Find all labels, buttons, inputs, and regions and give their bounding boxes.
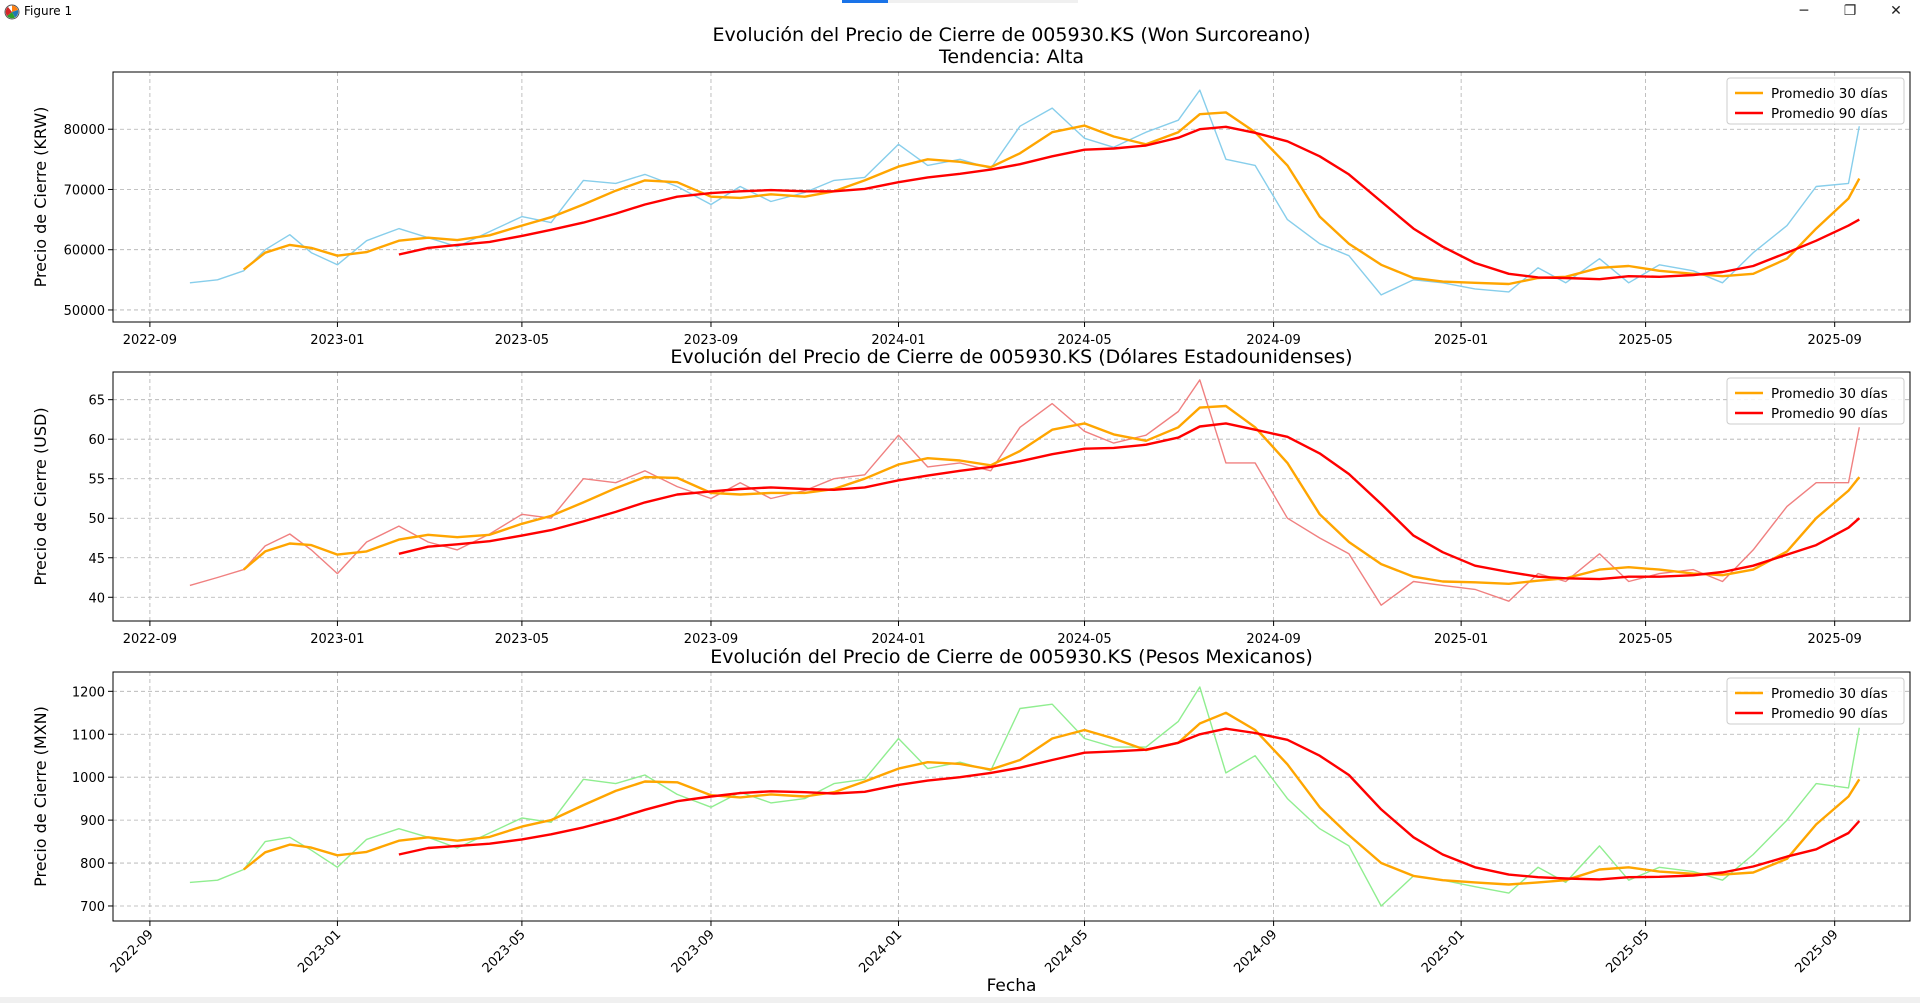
y-tick-label: 50 bbox=[88, 512, 105, 527]
series-line-ma30 bbox=[242, 711, 1861, 886]
series-line-ma30 bbox=[242, 404, 1861, 585]
legend-label-ma30: Promedio 30 días bbox=[1771, 386, 1888, 402]
x-tick-label: 2023-09 bbox=[684, 333, 738, 348]
minimize-button[interactable]: ─ bbox=[1799, 3, 1809, 19]
legend-label-ma90: Promedio 90 días bbox=[1771, 406, 1888, 422]
y-tick-label: 60000 bbox=[64, 244, 105, 259]
x-tick-label: 2024-01 bbox=[856, 927, 905, 976]
x-tick-label: 2024-09 bbox=[1246, 333, 1300, 348]
close-button[interactable]: ✕ bbox=[1890, 3, 1902, 19]
taskbar-hint bbox=[888, 0, 1078, 3]
figure-canvas: 2022-09 2023-01 2023-05 2023-09 2024-01 2024-… bbox=[31, 24, 1911, 996]
series-line-price bbox=[189, 379, 1860, 606]
x-tick-label: 2025-01 bbox=[1434, 333, 1488, 348]
x-tick-label: 2024-01 bbox=[871, 333, 925, 348]
x-tick-label: 2023-09 bbox=[669, 927, 718, 976]
x-tick-label: 2022-09 bbox=[123, 632, 177, 647]
x-tick-label: 2023-01 bbox=[295, 927, 344, 976]
x-tick-label: 2023-05 bbox=[495, 632, 549, 647]
x-tick-label: 2024-09 bbox=[1246, 632, 1300, 647]
x-tick-label: 2023-01 bbox=[310, 632, 364, 647]
matplotlib-logo-icon bbox=[4, 4, 20, 20]
axes-frame bbox=[112, 371, 1911, 622]
x-tick-label: 2025-01 bbox=[1419, 927, 1468, 976]
x-tick-label: 2025-05 bbox=[1618, 333, 1672, 348]
y-tick-label: 40 bbox=[88, 591, 105, 606]
y-tick-label: 1100 bbox=[72, 728, 105, 743]
taskbar-accent bbox=[842, 0, 888, 3]
y-tick-label: 65 bbox=[88, 394, 105, 409]
series-line-price bbox=[189, 89, 1860, 296]
chart-subtitle: Tendencia: Alta bbox=[938, 46, 1084, 68]
x-tick-label: 2025-09 bbox=[1808, 333, 1862, 348]
y-tick-label: 1200 bbox=[72, 685, 105, 700]
axes-frame bbox=[112, 71, 1911, 323]
chart-title: Evolución del Precio de Cierre de 005930… bbox=[713, 24, 1311, 46]
legend-box bbox=[1726, 677, 1905, 725]
y-tick-label: 800 bbox=[80, 857, 105, 872]
x-tick-label: 2024-05 bbox=[1057, 333, 1111, 348]
y-tick-label: 55 bbox=[88, 473, 105, 488]
x-tick-label: 2023-05 bbox=[495, 333, 549, 348]
legend: Promedio 30 días Promedio 90 días bbox=[1726, 77, 1905, 125]
y-tick-label: 50000 bbox=[64, 304, 105, 319]
y-tick-label: 70000 bbox=[64, 183, 105, 198]
series-line-ma30 bbox=[242, 111, 1861, 286]
series-line-price bbox=[189, 686, 1860, 907]
x-tick-label: 2022-09 bbox=[123, 333, 177, 348]
plot-area bbox=[113, 372, 1910, 621]
legend-box bbox=[1726, 377, 1905, 425]
legend: Promedio 30 días Promedio 90 días bbox=[1726, 377, 1905, 425]
x-tick-label: 2024-05 bbox=[1042, 927, 1091, 976]
chart-panel-3: 2022-09 2023-01 2023-05 2023-09 2024-01 2024-… bbox=[31, 646, 1911, 996]
x-tick-label: 2024-05 bbox=[1057, 632, 1111, 647]
x-tick-label: 2023-05 bbox=[480, 927, 529, 976]
x-tick-label: 2025-05 bbox=[1618, 632, 1672, 647]
y-tick-label: 700 bbox=[80, 900, 105, 915]
y-axis-label: Precio de Cierre (MXN) bbox=[31, 706, 50, 887]
y-axis-label: Precio de Cierre (USD) bbox=[31, 407, 50, 585]
y-tick-label: 45 bbox=[88, 552, 105, 567]
legend-label-ma90: Promedio 90 días bbox=[1771, 706, 1888, 722]
chart-title: Evolución del Precio de Cierre de 005930… bbox=[670, 346, 1352, 368]
chart-panel-2: 2022-09 2023-01 2023-05 2023-09 2024-01 2024-… bbox=[31, 346, 1911, 647]
y-tick-label: 900 bbox=[80, 814, 105, 829]
legend-box bbox=[1726, 77, 1905, 125]
legend-label-ma30: Promedio 30 días bbox=[1771, 686, 1888, 702]
chart-title: Evolución del Precio de Cierre de 005930… bbox=[710, 646, 1313, 668]
x-tick-label: 2023-01 bbox=[310, 333, 364, 348]
plot-area bbox=[113, 72, 1910, 322]
window-bottom-border bbox=[0, 997, 1920, 1003]
y-axis-label: Precio de Cierre (KRW) bbox=[31, 107, 50, 288]
legend: Promedio 30 días Promedio 90 días bbox=[1726, 677, 1905, 725]
window-titlebar: Figure 1 ─ ❐ ✕ bbox=[0, 0, 1920, 24]
x-tick-label: 2023-09 bbox=[684, 632, 738, 647]
chart-panel-1: 2022-09 2023-01 2023-05 2023-09 2024-01 2024-… bbox=[31, 24, 1911, 348]
window-title: Figure 1 bbox=[24, 4, 73, 18]
series-line-ma90 bbox=[398, 422, 1861, 581]
x-tick-label: 2024-09 bbox=[1231, 927, 1280, 976]
x-tick-label: 2025-09 bbox=[1792, 927, 1841, 976]
x-tick-label: 2022-09 bbox=[108, 927, 157, 976]
series-line-ma90 bbox=[398, 727, 1861, 881]
x-tick-label: 2025-01 bbox=[1434, 632, 1488, 647]
legend-label-ma90: Promedio 90 días bbox=[1771, 106, 1888, 122]
x-axis-label: Fecha bbox=[987, 976, 1037, 996]
y-tick-label: 1000 bbox=[72, 771, 105, 786]
x-tick-label: 2025-05 bbox=[1603, 927, 1652, 976]
legend-label-ma30: Promedio 30 días bbox=[1771, 86, 1888, 102]
x-tick-label: 2025-09 bbox=[1808, 632, 1862, 647]
plot-area bbox=[113, 672, 1910, 921]
y-tick-label: 60 bbox=[88, 433, 105, 448]
maximize-button[interactable]: ❐ bbox=[1843, 3, 1857, 19]
series-line-ma90 bbox=[398, 125, 1860, 281]
axes-frame bbox=[112, 671, 1911, 922]
x-tick-label: 2024-01 bbox=[871, 632, 925, 647]
y-tick-label: 80000 bbox=[64, 123, 105, 138]
